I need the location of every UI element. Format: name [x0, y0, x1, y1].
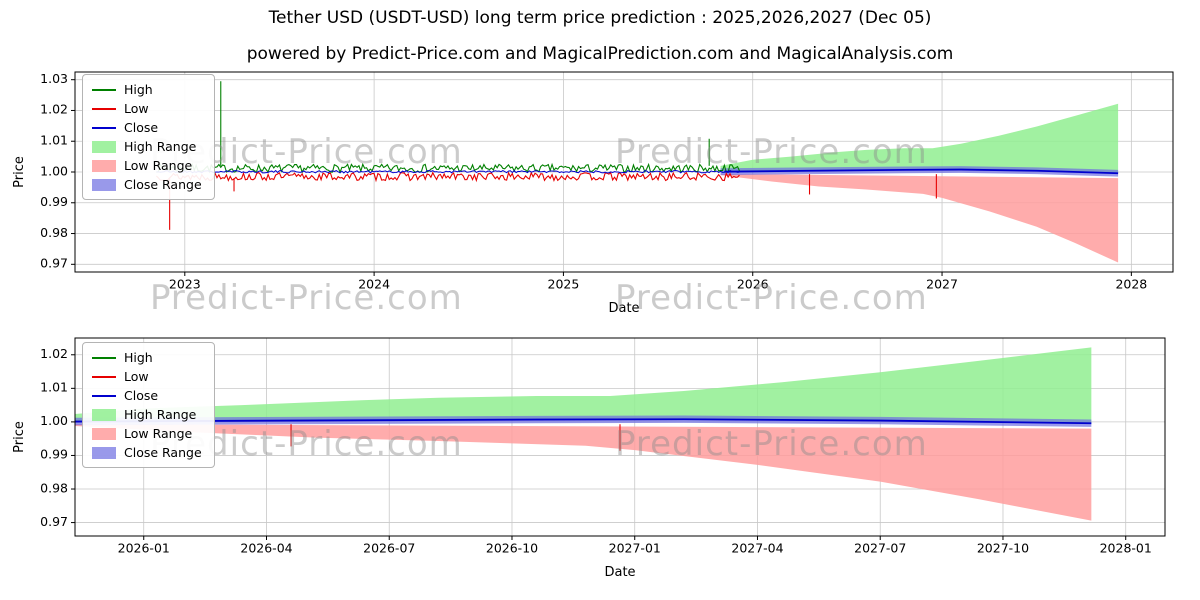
- legend-item-close-range: Close Range: [92, 443, 202, 462]
- top-chart-legend: High Low Close High Range Low Range Close Ran…: [82, 74, 215, 200]
- legend-label: Low Range: [124, 158, 193, 173]
- bottom-chart: High Low Close High Range Low Range Close Ran…: [0, 330, 1200, 592]
- legend-line-swatch: [92, 126, 116, 129]
- legend-line-swatch: [92, 107, 116, 110]
- legend-item-low-range: Low Range: [92, 156, 202, 175]
- legend-item-close: Close: [92, 386, 202, 405]
- legend-line-swatch: [92, 88, 116, 91]
- legend-patch-swatch: [92, 408, 116, 421]
- legend-label: Low Range: [124, 426, 193, 441]
- legend-label: High Range: [124, 139, 197, 154]
- legend-item-close: Close: [92, 118, 202, 137]
- legend-label: High: [124, 350, 153, 365]
- legend-label: High: [124, 82, 153, 97]
- legend-label: Close: [124, 120, 159, 135]
- bottom-chart-legend: High Low Close High Range Low Range Close Ran…: [82, 342, 215, 468]
- legend-label: Close Range: [124, 445, 202, 460]
- legend-item-high: High: [92, 348, 202, 367]
- legend-patch-swatch: [92, 178, 116, 191]
- legend-item-high: High: [92, 80, 202, 99]
- legend-patch-swatch: [92, 140, 116, 153]
- legend-item-close-range: Close Range: [92, 175, 202, 194]
- legend-label: High Range: [124, 407, 197, 422]
- legend-label: Close Range: [124, 177, 202, 192]
- legend-patch-swatch: [92, 427, 116, 440]
- legend-item-low: Low: [92, 99, 202, 118]
- legend-item-low: Low: [92, 367, 202, 386]
- chart-subtitle: powered by Predict-Price.com and Magical…: [246, 44, 954, 64]
- legend-label: Close: [124, 388, 159, 403]
- legend-patch-swatch: [92, 159, 116, 172]
- legend-item-high-range: High Range: [92, 405, 202, 424]
- legend-line-swatch: [92, 375, 116, 378]
- top-chart: High Low Close High Range Low Range Close Ran…: [0, 66, 1200, 324]
- legend-patch-swatch: [92, 446, 116, 459]
- legend-item-low-range: Low Range: [92, 424, 202, 443]
- legend-line-swatch: [92, 356, 116, 359]
- legend-line-swatch: [92, 394, 116, 397]
- legend-label: Low: [124, 369, 149, 384]
- legend-label: Low: [124, 101, 149, 116]
- chart-title: Tether USD (USDT-USD) long term price pr…: [268, 8, 932, 28]
- legend-item-high-range: High Range: [92, 137, 202, 156]
